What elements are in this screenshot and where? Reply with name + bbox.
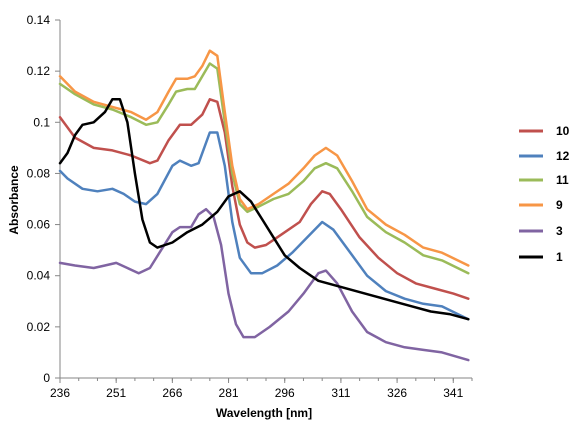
y-tick-label: 0.1 [33, 115, 50, 129]
series-line-11 [58, 62, 470, 275]
y-tick-label: 0.02 [27, 320, 51, 334]
series-line-12 [58, 131, 470, 321]
y-tick-label: 0.12 [27, 64, 51, 78]
legend-label-3: 3 [556, 224, 563, 238]
series-group [58, 49, 470, 362]
legend-label-10: 10 [556, 124, 570, 138]
x-tick-label: 236 [50, 386, 70, 400]
y-tick-label: 0.04 [27, 269, 51, 283]
legend-label-9: 9 [556, 198, 563, 212]
series-line-10 [58, 98, 470, 300]
x-tick-label: 341 [443, 386, 463, 400]
x-axis-title: Wavelength [nm] [216, 406, 312, 420]
series-line-3 [58, 207, 470, 362]
y-tick-label: 0.08 [27, 166, 51, 180]
legend-label-1: 1 [556, 250, 563, 264]
x-tick-label: 326 [387, 386, 407, 400]
series-line-9 [58, 49, 470, 267]
legend-label-11: 11 [556, 173, 569, 187]
legend: 10 12 11 9 3 1 [519, 124, 570, 264]
x-tick-label: 281 [219, 386, 239, 400]
legend-label-12: 12 [556, 149, 570, 163]
axes: 0 0.02 0.04 0.06 0.08 0.1 0.12 0.14 236 251 266 281… [27, 13, 473, 400]
x-tick-label: 266 [162, 386, 182, 400]
x-tick-label: 251 [106, 386, 126, 400]
y-axis-title: Absorbance [7, 165, 21, 235]
series-line-1 [58, 98, 470, 321]
y-tick-label: 0.06 [27, 218, 51, 232]
y-tick-label: 0.14 [27, 13, 51, 27]
x-tick-label: 311 [331, 386, 350, 400]
y-tick-label: 0 [43, 371, 50, 385]
x-tick-label: 296 [275, 386, 295, 400]
